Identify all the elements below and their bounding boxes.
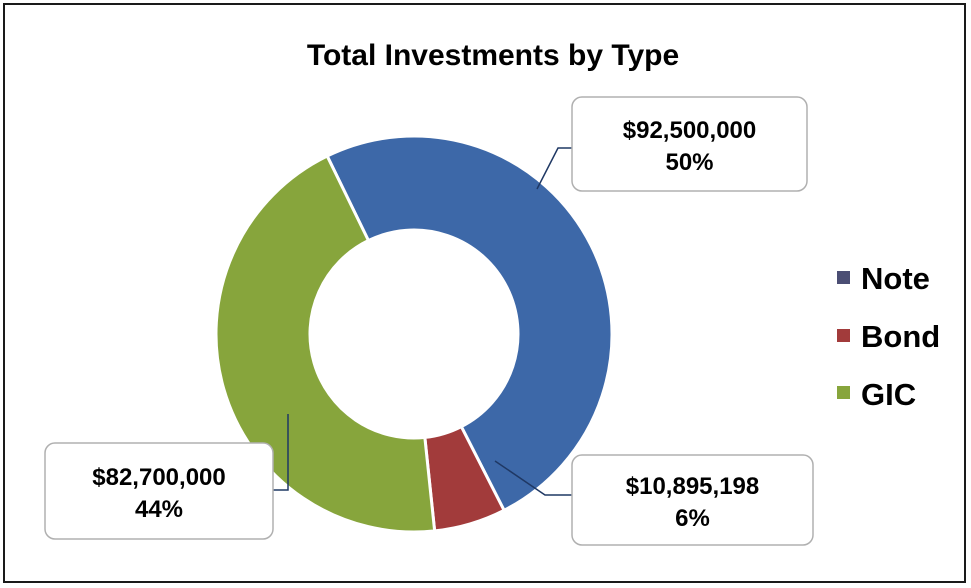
legend: Note Bond GIC	[837, 261, 940, 412]
data-label-value-note: $92,500,000	[623, 117, 756, 144]
callout-gic: $82,700,000 44%	[44, 442, 274, 540]
callout-box-bond	[571, 454, 814, 546]
leader-line-note	[536, 147, 572, 190]
data-label-percent-note: 50%	[665, 149, 713, 176]
data-label-value-gic: $82,700,000	[92, 464, 225, 491]
leader-line-bond	[494, 460, 572, 496]
donut-chart: Total Investments by Type $92,500,000 50%…	[44, 39, 940, 546]
data-label-percent-gic: 44%	[135, 496, 183, 523]
data-label-percent-bond: 6%	[675, 505, 710, 532]
callout-box-gic	[44, 442, 274, 540]
chart-title: Total Investments by Type	[307, 39, 679, 72]
callout-leader-lines	[273, 147, 572, 496]
legend-label-bond: Bond	[861, 319, 940, 354]
callout-note: $92,500,000 50%	[571, 96, 808, 192]
legend-swatch-note	[837, 271, 850, 284]
legend-swatch-bond	[837, 329, 850, 342]
legend-label-note: Note	[861, 261, 930, 296]
donut-slices	[214, 134, 614, 534]
chart-frame: Total Investments by Type $92,500,000 50%…	[3, 3, 966, 583]
leader-line-gic	[273, 414, 289, 491]
data-label-callouts: $92,500,000 50% $10,895,198 6% $82,700,000 44…	[44, 96, 814, 546]
donut-slice-note	[325, 134, 614, 513]
legend-label-gic: GIC	[861, 377, 916, 412]
data-label-value-bond: $10,895,198	[626, 473, 759, 500]
callout-box-note	[571, 96, 808, 192]
callout-bond: $10,895,198 6%	[571, 454, 814, 546]
donut-slice-gic	[214, 154, 437, 534]
legend-swatch-gic	[837, 386, 850, 399]
